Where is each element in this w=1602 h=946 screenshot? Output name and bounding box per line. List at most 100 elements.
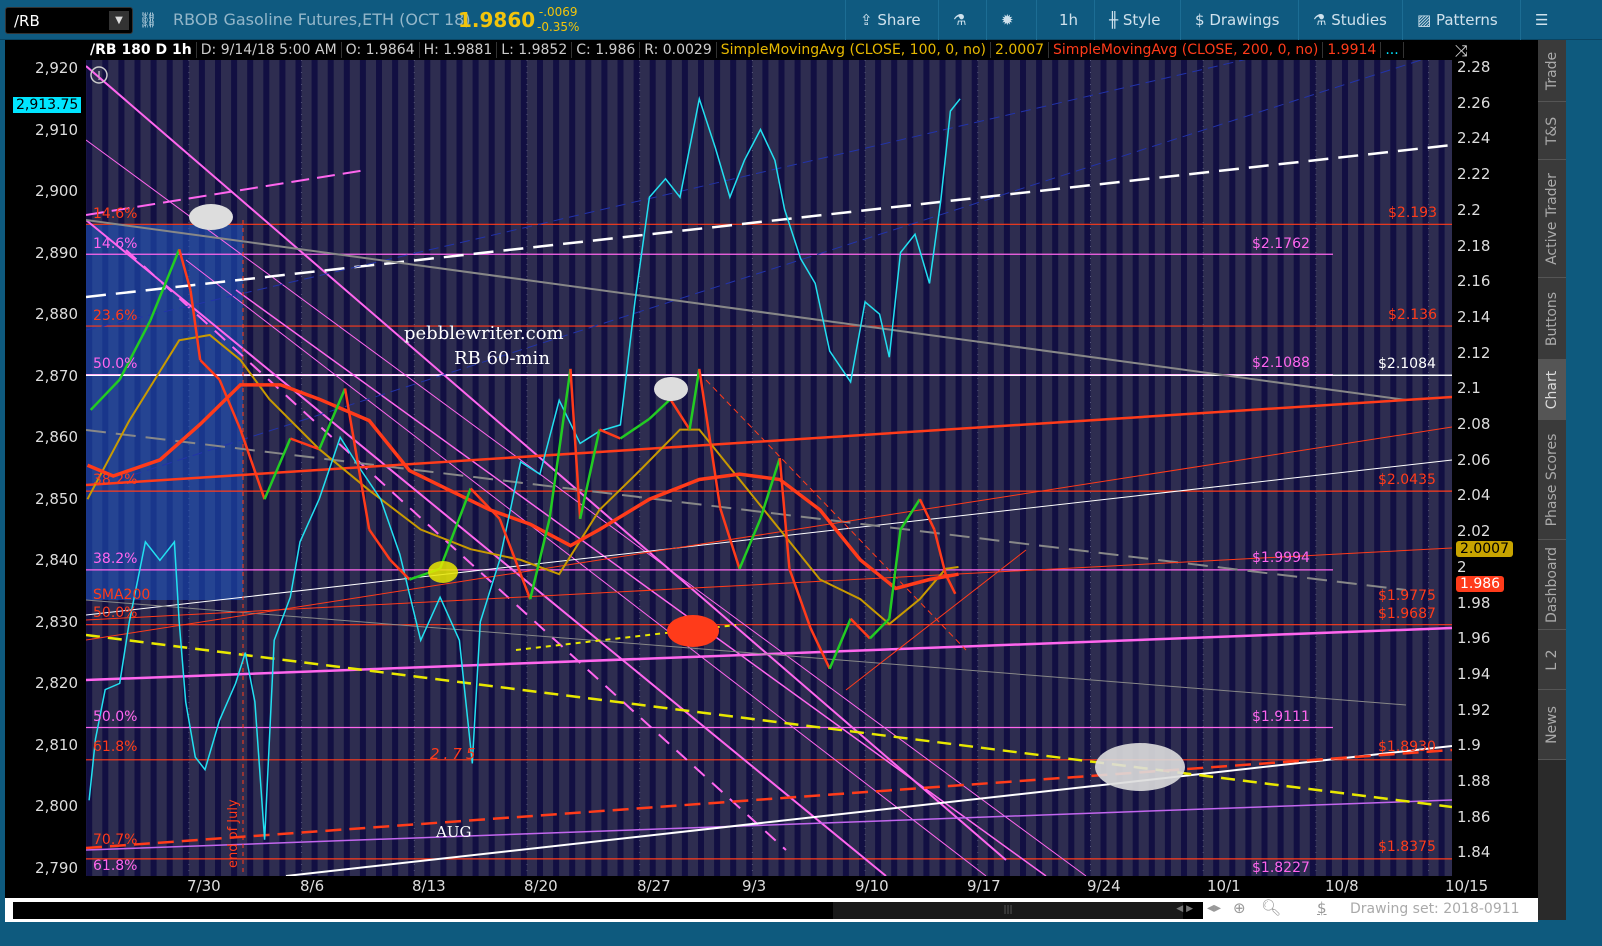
gear-icon: ✹	[1001, 11, 1014, 29]
rb-candle-segment	[738, 518, 762, 570]
session-stripe	[1229, 60, 1236, 876]
chevron-down-icon[interactable]: ▼	[109, 11, 129, 30]
session-stripe	[1438, 60, 1445, 876]
patterns-label: Patterns	[1435, 11, 1498, 29]
sidebar-tab-news[interactable]: News	[1538, 690, 1566, 760]
crosshair-icon[interactable]: ⊕	[1233, 899, 1246, 917]
sidebar-tab-label: Phase Scores	[1544, 433, 1560, 526]
settings-button[interactable]: ✹	[986, 0, 1028, 40]
drawings-label: Drawings	[1209, 11, 1280, 29]
rb-candle-segment	[469, 487, 501, 520]
scroll-thumb[interactable]: |||	[833, 902, 1183, 919]
session-stripe	[376, 60, 382, 876]
left-axis-tick: 2,790	[35, 858, 78, 877]
left-axis-tick: 2,840	[35, 551, 78, 569]
dollar-icon[interactable]: $	[1317, 899, 1327, 917]
chart-plot-area[interactable]: ! pebblewriter.com RB 60-min 2.75 AUG en…	[86, 60, 1452, 876]
sidebar-tab-phase-scores[interactable]: Phase Scores	[1538, 420, 1566, 540]
right-axis-tick: 1.84	[1457, 843, 1491, 862]
menu-button[interactable]: ☰	[1520, 0, 1562, 40]
chart-canvas: !	[86, 60, 1452, 876]
horizontal-scrollbar[interactable]: ||| ◀ ▶	[13, 902, 1203, 919]
right-axis-tick: 2	[1457, 557, 1467, 576]
sidebar-tab-label: T&S	[1544, 116, 1560, 145]
right-axis-tick: 2.14	[1457, 307, 1491, 326]
session-stripe	[649, 60, 656, 876]
right-sidebar: Trade T&S Active Trader Buttons Chart Phase S…	[1538, 40, 1566, 920]
rb-candle-segment	[598, 428, 621, 440]
aug-label: AUG	[436, 823, 472, 841]
session-stripe	[456, 60, 463, 876]
change-value: -.0069	[538, 5, 578, 19]
studies-button[interactable]: ⚗ Studies	[1298, 0, 1401, 40]
info-close: C: 1.986	[572, 42, 641, 58]
pan-icon[interactable]: ◂▸	[1207, 900, 1222, 916]
left-axis-tick: 2,830	[35, 612, 78, 631]
share-button[interactable]: ⇪ Share	[845, 0, 935, 40]
sma100-badge: 2.0007	[1456, 541, 1513, 557]
rb-candle-segment	[698, 368, 722, 509]
sidebar-tab-trade[interactable]: Trade	[1538, 40, 1566, 102]
sma100-value: 2.0007	[991, 42, 1050, 58]
sidebar-tab-l-2[interactable]: L 2	[1538, 630, 1566, 690]
session-stripe	[1261, 60, 1268, 876]
style-button[interactable]: ╫ Style	[1094, 0, 1175, 40]
interval-button[interactable]: 1h	[1036, 0, 1100, 40]
rb-candle-segment	[888, 529, 902, 619]
left-axis-tick: 2,920	[35, 59, 78, 77]
fib-label-right: $2.193	[1388, 205, 1437, 221]
rb-candle-segment	[218, 379, 242, 431]
sidebar-tab-buttons[interactable]: Buttons	[1538, 278, 1566, 360]
right-axis-tick: 2.22	[1457, 165, 1491, 184]
symbol-selector[interactable]: /RB ▼	[5, 7, 133, 34]
right-axis-tick: 1.98	[1457, 593, 1491, 612]
session-stripe	[1181, 60, 1187, 876]
rb-candle-segment	[189, 290, 202, 361]
date-axis[interactable]: 7/30 8/6 8/13 8/20 8/27 9/3 9/10 9/17 9/24 10/1 10…	[5, 876, 1538, 898]
left-axis-tick: 2,870	[35, 366, 78, 385]
rb-candle-segment	[438, 488, 472, 570]
session-stripe	[698, 60, 704, 876]
rb-candle-segment	[719, 507, 741, 570]
rb-candle-segment	[759, 457, 781, 520]
right-axis-tick: 2.08	[1457, 415, 1491, 433]
fib-label-left: 61.8%	[93, 739, 138, 755]
bottom-bar: ||| ◀ ▶ ◂▸ ⊕ 🔍︎ $ Drawing set: 2018-0911	[5, 898, 1538, 922]
right-axis-tick: 2.28	[1457, 58, 1491, 76]
dollar-icon: $	[1195, 11, 1210, 29]
sidebar-tab-active-trader[interactable]: Active Trader	[1538, 160, 1566, 278]
more-studies[interactable]: ...	[1381, 42, 1404, 58]
patterns-button[interactable]: ▨ Patterns	[1402, 0, 1512, 40]
rb-candle-segment	[809, 627, 831, 670]
left-price-axis[interactable]: 2,913.75 2,920 2,910 2,900 2,890 2,880 2,870 2…	[0, 40, 86, 898]
session-stripe	[279, 60, 286, 876]
date-axis-tick: 10/1	[1207, 877, 1241, 895]
fib-label-left: 50.0%	[93, 356, 138, 372]
session-stripe	[891, 60, 898, 876]
trendline	[86, 219, 887, 876]
session-stripe	[1148, 60, 1155, 876]
change-percent: -0.35%	[537, 20, 580, 34]
trendline	[86, 143, 1452, 299]
expand-icon[interactable]: ⤨	[1455, 41, 1468, 60]
zoom-icon[interactable]: 🔍︎	[1261, 898, 1282, 917]
scroll-arrows-icon[interactable]: ◀ ▶	[1176, 904, 1193, 914]
session-stripe	[1309, 60, 1316, 876]
drawing-set-label[interactable]: Drawing set: 2018-0911	[1350, 901, 1520, 917]
sidebar-tab-chart[interactable]: Chart	[1538, 360, 1566, 420]
session-stripe	[472, 60, 479, 876]
sidebar-tab-t-s[interactable]: T&S	[1538, 102, 1566, 160]
trendline	[86, 219, 1407, 401]
right-price-axis[interactable]: 2.0007 1.986 2.28 2.26 2.24 2.22 2.2 2.18 2.16…	[1452, 40, 1538, 898]
rb-candle-segment	[849, 617, 871, 640]
sidebar-tab-dashboard[interactable]: Dashboard	[1538, 540, 1566, 630]
drawings-button[interactable]: $ Drawings	[1180, 0, 1294, 40]
session-stripe	[1197, 60, 1204, 876]
level-label: 2.75	[430, 745, 480, 763]
style-label: Style	[1122, 11, 1161, 29]
alert-icon[interactable]	[90, 66, 108, 84]
flask-button[interactable]: ⚗	[938, 0, 980, 40]
right-axis-tick: 1.86	[1457, 807, 1491, 826]
right-axis-tick: 2.1	[1457, 379, 1481, 398]
link-icon[interactable]: ⛓	[138, 11, 158, 29]
